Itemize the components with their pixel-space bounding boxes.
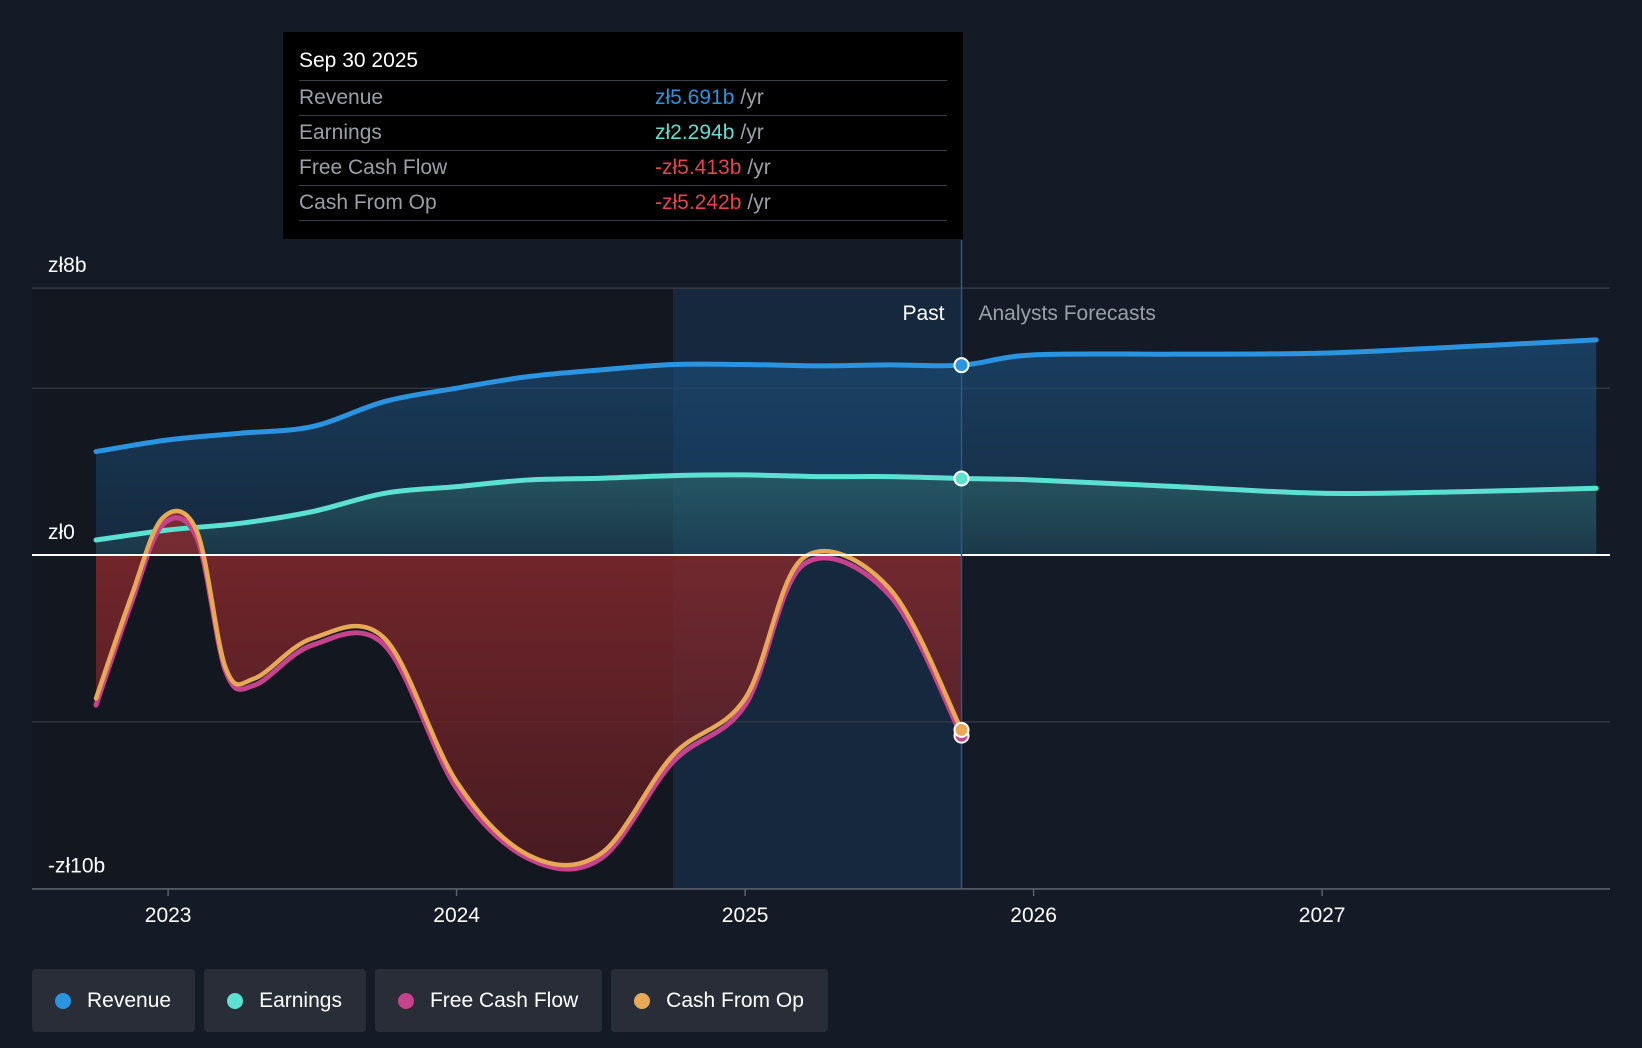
x-tick-label: 2024 bbox=[433, 904, 480, 927]
x-tick-label: 2026 bbox=[1010, 904, 1057, 927]
tooltip-row-revenue: Revenue zł5.691b /yr bbox=[299, 80, 947, 115]
tooltip-label: Cash From Op bbox=[299, 191, 437, 214]
legend-label: Free Cash Flow bbox=[429, 988, 579, 1012]
cash-from-op-marker bbox=[953, 721, 970, 738]
tooltip-row-cash-from-op: Cash From Op -zł5.242b /yr bbox=[299, 185, 947, 221]
series-areas bbox=[96, 339, 1597, 866]
earnings-area bbox=[96, 474, 1597, 555]
revenue-line bbox=[93, 337, 1599, 455]
tooltip: Sep 30 2025 Revenue zł5.691b /yr Earning… bbox=[283, 32, 963, 239]
tooltip-row-earnings: Earnings zł2.294b /yr bbox=[299, 115, 947, 150]
legend-label: Earnings bbox=[259, 988, 342, 1012]
tooltip-value: zł5.691b bbox=[655, 86, 735, 109]
tooltip-unit: /yr bbox=[747, 191, 771, 214]
tooltip-label: Earnings bbox=[299, 121, 382, 144]
tooltip-date: Sep 30 2025 bbox=[299, 49, 419, 72]
tooltip-label: Free Cash Flow bbox=[299, 156, 448, 179]
y-tick-label: zł8b bbox=[48, 254, 87, 277]
tooltip-label: Revenue bbox=[299, 86, 384, 109]
x-tick-label: 2023 bbox=[145, 904, 192, 927]
legend: Revenue Earnings Free Cash Flow Cash Fro… bbox=[32, 969, 828, 1032]
revenue-marker bbox=[953, 357, 970, 374]
legend-dot-icon bbox=[227, 992, 244, 1009]
legend-dot-icon bbox=[55, 992, 71, 1009]
series-lines bbox=[93, 337, 1599, 872]
free-cash-flow-line bbox=[93, 515, 964, 872]
cash-from-op-area bbox=[96, 510, 962, 866]
legend-dot-icon bbox=[634, 992, 651, 1009]
tooltip-row-free-cash-flow: Free Cash Flow -zł5.413b /yr bbox=[299, 150, 947, 185]
y-tick-label: zł0 bbox=[48, 521, 75, 544]
x-tick-label: 2027 bbox=[1299, 904, 1346, 927]
tooltip-value: -zł5.413b bbox=[655, 156, 742, 179]
tooltip-value: zł2.294b bbox=[655, 121, 735, 144]
legend-label: Cash From Op bbox=[666, 988, 804, 1012]
cash-from-op-line bbox=[93, 508, 964, 868]
tooltip-unit: /yr bbox=[747, 156, 771, 179]
legend-item-free-cash-flow[interactable]: Free Cash Flow bbox=[374, 969, 603, 1032]
legend-item-earnings[interactable]: Earnings bbox=[204, 969, 366, 1032]
y-tick-label: -zł10b bbox=[48, 855, 105, 878]
past-label: Past bbox=[902, 302, 944, 325]
tooltip-unit: /yr bbox=[740, 121, 764, 144]
x-tick-label: 2025 bbox=[722, 904, 769, 927]
legend-label: Revenue bbox=[87, 988, 172, 1012]
legend-item-cash-from-op[interactable]: Cash From Op bbox=[611, 969, 828, 1032]
earnings-line bbox=[93, 472, 1599, 543]
earnings-marker bbox=[953, 470, 970, 487]
forecast-label: Analysts Forecasts bbox=[979, 302, 1156, 325]
tooltip-unit: /yr bbox=[740, 86, 764, 109]
end-markers bbox=[953, 357, 970, 744]
legend-dot-icon bbox=[397, 992, 414, 1009]
axis-labels: zł8b zł0 -zł10b 2023 2024 2025 2026 2027 Past Ana… bbox=[32, 254, 1610, 927]
tooltip-value: -zł5.242b bbox=[655, 191, 742, 214]
legend-item-revenue[interactable]: Revenue bbox=[32, 969, 196, 1032]
